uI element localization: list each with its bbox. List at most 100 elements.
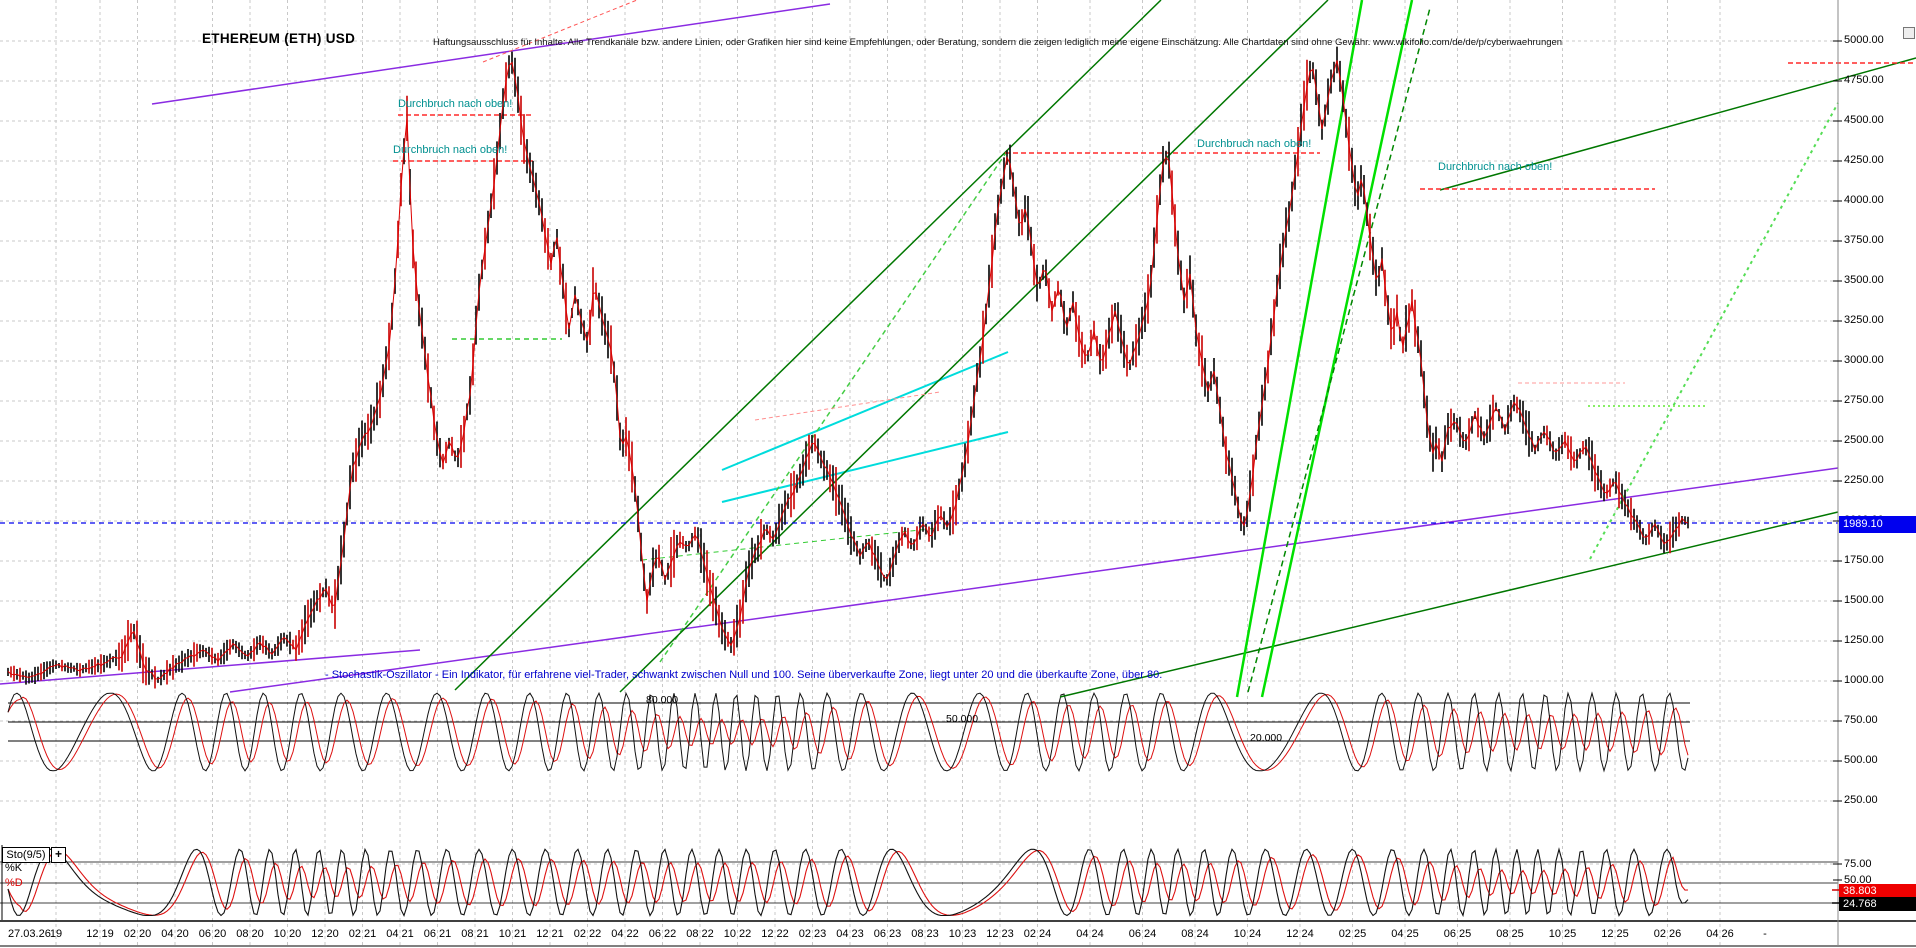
time-axis-label: 10 25 [1548,928,1577,940]
price-axis-label: 3750.00 [1844,234,1884,246]
price-axis-label: 250.00 [1844,794,1878,806]
time-axis-label: 08 24 [1181,928,1209,940]
time-axis-end-dash: - [1763,928,1767,940]
stoch-axis-label: 50.00 [1844,874,1872,886]
price-axis-label: 1000.00 [1844,674,1884,686]
price-axis-label: 750.00 [1844,714,1878,726]
stoch-level-label: 50.000 [946,713,979,725]
trend-line-green-dashed-shallow [641,527,939,561]
trend-line-cyan-channel-bottom [721,431,1009,503]
trend-line-darkgreen-dashed-steep [1247,7,1431,693]
time-axis-label: 02 20 [123,928,152,940]
time-axis-label: 08 25 [1496,928,1524,940]
stoch-d-label: %D [5,877,23,889]
time-axis-label: 04 24 [1076,928,1104,940]
time-axis-label: 10 24 [1233,928,1262,940]
price-axis-label: 4500.00 [1844,114,1884,126]
price-axis-label: 3250.00 [1844,314,1884,326]
time-axis-label: 06 24 [1128,928,1157,940]
stoch-k-label: %K [5,862,23,874]
trend-line-darkgreen-trend-2 [619,0,1329,693]
time-axis-label: 10 23 [948,928,977,940]
time-axis-label: 02 25 [1338,928,1367,940]
price-candles-black [7,46,1689,686]
time-axis-label: 06 25 [1443,928,1472,940]
trend-line-purple-left-support [0,649,421,685]
breakout-annotation: Durchbruch nach oben! [393,144,508,156]
trend-line-lime-steep-1 [1235,0,1364,698]
time-axis-label: 02 21 [348,928,377,940]
inchart-stoch-d-line [7,693,1689,771]
time-axis-label: 12 23 [986,928,1014,940]
trend-line-darkgreen-trend-1 [454,0,1162,691]
price-axis-label: 5000.00 [1844,34,1884,46]
time-axis-label: 10 21 [498,928,527,940]
time-axis-label: 04 22 [611,928,639,940]
time-axis-label: 12 20 [311,928,339,940]
trend-line-red-dashed-diagonal [482,0,638,63]
price-axis-label: 2250.00 [1844,474,1884,486]
time-axis-label: 04 25 [1391,928,1419,940]
time-axis-label: 12 19 [86,928,114,940]
time-axis-start-date: 27.03.26 [8,928,51,940]
trend-line-salmon-dashed-mid [754,391,941,421]
price-axis-label: 4250.00 [1844,154,1884,166]
breakout-annotation: Durchbruch nach oben! [1438,161,1553,173]
time-axis-label: 19 [49,928,63,940]
time-axis-label: 10 22 [723,928,752,940]
trend-line-lime-steep-2 [1260,0,1414,698]
trend-line-cyan-channel-top [721,351,1009,471]
stoch-level-label: 80.000 [646,694,679,706]
time-axis-label: 02 23 [798,928,827,940]
time-axis-label: 08 21 [461,928,489,940]
time-axis-label: 04 20 [161,928,189,940]
time-axis-label: 04 23 [836,928,864,940]
price-axis-label: 1250.00 [1844,634,1884,646]
time-axis-label: 02 24 [1023,928,1052,940]
trend-line-purple-channel-bottom [229,467,1839,693]
price-axis-label: 1750.00 [1844,554,1884,566]
stoch-d-line [7,849,1689,916]
chart-title: ETHEREUM (ETH) USD [202,31,356,46]
time-axis-label: 02 26 [1653,928,1682,940]
stochastic-description: - Stochastik-Oszillator - Ein Indikator,… [325,669,1163,681]
price-axis-label: 4750.00 [1844,74,1884,86]
time-axis-label: 08 22 [686,928,714,940]
grid-lines [0,0,1838,946]
breakout-annotation: Durchbruch nach oben! [1197,138,1312,150]
time-axis-label: 06 22 [648,928,677,940]
trend-line-purple-channel-top [151,3,831,105]
time-axis-label: 06 21 [423,928,452,940]
time-axis-label: 12 22 [761,928,789,940]
time-axis-label: 12 25 [1601,928,1629,940]
price-close-line [7,60,1689,680]
stoch-k-value-badge: 24.768 [1839,897,1916,911]
disclaimer-text: Haftungsausschluss für Inhalte: Alle Tre… [433,37,1563,48]
time-axis-label: 08 23 [911,928,939,940]
time-axis-label: 02 22 [573,928,602,940]
chart-corner-widget[interactable] [1903,27,1915,39]
price-axis-label: 3000.00 [1844,354,1884,366]
add-indicator-button[interactable]: + [51,847,66,863]
time-axis-label: 06 23 [873,928,902,940]
price-axis-label: 3500.00 [1844,274,1884,286]
time-axis-label: 10 20 [273,928,302,940]
price-candles-red [10,59,1680,689]
time-axis-label: 08 20 [236,928,264,940]
price-axis-label: 500.00 [1844,754,1878,766]
price-axis-label: 4000.00 [1844,194,1884,206]
price-axis-label: 1500.00 [1844,594,1884,606]
stoch-d-value-badge: 38.803 [1839,884,1916,898]
trend-line-darkgreen-shallow [1059,511,1839,698]
time-axis-label: 12 21 [536,928,564,940]
trend-line-green-dashed-steep [659,149,1009,663]
time-axis-label: 12 24 [1286,928,1314,940]
stochastic-settings-button[interactable]: Sto(9/5) [2,847,50,863]
stoch-level-label: 20.000 [1250,732,1283,744]
breakout-annotation: Durchbruch nach oben! [398,98,513,110]
stoch-axis-label: 75.00 [1844,858,1872,870]
current-price-badge: 1989.10 [1839,516,1916,533]
inchart-stoch-k-line [7,691,1689,773]
